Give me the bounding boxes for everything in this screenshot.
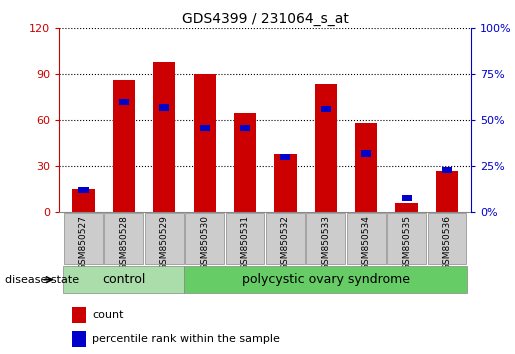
Text: control: control: [102, 273, 146, 286]
Title: GDS4399 / 231064_s_at: GDS4399 / 231064_s_at: [182, 12, 349, 26]
FancyBboxPatch shape: [347, 213, 386, 264]
Text: GSM850536: GSM850536: [442, 215, 452, 270]
FancyBboxPatch shape: [266, 213, 305, 264]
Text: polycystic ovary syndrome: polycystic ovary syndrome: [242, 273, 410, 286]
FancyBboxPatch shape: [184, 266, 467, 293]
Text: GSM850535: GSM850535: [402, 215, 411, 270]
Bar: [436, 171, 458, 212]
Bar: [153, 62, 175, 212]
Text: GSM850534: GSM850534: [362, 215, 371, 270]
FancyBboxPatch shape: [185, 213, 224, 264]
Bar: [119, 99, 129, 105]
FancyBboxPatch shape: [64, 213, 103, 264]
Text: GSM850528: GSM850528: [119, 215, 128, 270]
Text: GSM850532: GSM850532: [281, 215, 290, 270]
Bar: [240, 125, 250, 131]
Bar: [194, 74, 216, 212]
Bar: [315, 84, 337, 212]
Bar: [78, 187, 89, 193]
Text: GSM850529: GSM850529: [160, 215, 169, 270]
Bar: [321, 106, 331, 112]
Bar: [113, 80, 135, 212]
Bar: [72, 189, 95, 212]
Bar: [200, 125, 210, 131]
Text: GSM850533: GSM850533: [321, 215, 330, 270]
Bar: [442, 167, 452, 173]
FancyBboxPatch shape: [427, 213, 467, 264]
Text: disease state: disease state: [5, 275, 79, 285]
Bar: [361, 150, 371, 156]
Text: GSM850527: GSM850527: [79, 215, 88, 270]
Bar: [72, 307, 86, 323]
Bar: [280, 154, 290, 160]
FancyBboxPatch shape: [145, 213, 184, 264]
FancyBboxPatch shape: [63, 266, 184, 293]
Bar: [72, 331, 86, 347]
FancyBboxPatch shape: [105, 213, 143, 264]
Text: GSM850530: GSM850530: [200, 215, 209, 270]
Text: count: count: [92, 310, 124, 320]
Bar: [355, 124, 377, 212]
FancyBboxPatch shape: [387, 213, 426, 264]
Bar: [402, 195, 411, 201]
Text: GSM850531: GSM850531: [241, 215, 250, 270]
Bar: [234, 113, 256, 212]
FancyBboxPatch shape: [226, 213, 264, 264]
Bar: [396, 203, 418, 212]
Bar: [159, 104, 169, 110]
Bar: [274, 154, 297, 212]
Text: percentile rank within the sample: percentile rank within the sample: [92, 334, 280, 344]
FancyBboxPatch shape: [306, 213, 345, 264]
